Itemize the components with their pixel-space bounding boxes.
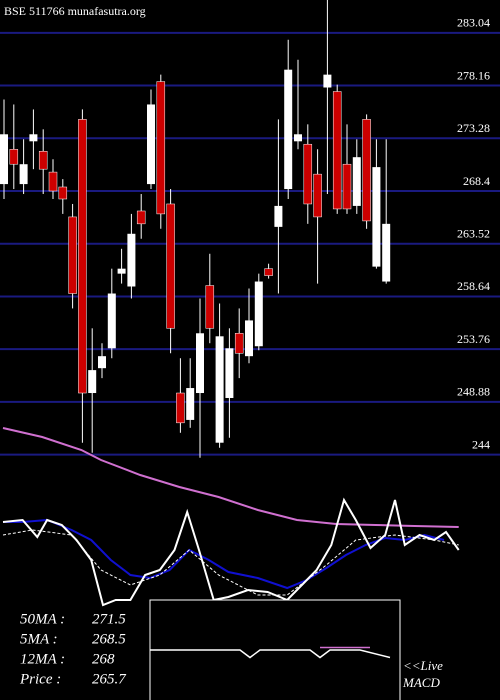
candle-body <box>186 388 195 420</box>
candle-body <box>127 233 136 287</box>
y-tick-label: 258.64 <box>457 279 490 293</box>
candle-body <box>264 268 273 276</box>
chart-title: BSE 511766 munafasutra.org <box>4 4 146 18</box>
candle-body <box>107 293 116 349</box>
macd <box>150 646 391 659</box>
candle-body <box>196 333 204 394</box>
stat-value: 268 <box>92 651 115 667</box>
y-tick-label: 268.4 <box>463 174 490 188</box>
candle-body <box>245 320 253 357</box>
stat-value: 268.5 <box>92 631 126 647</box>
series-line <box>2 497 460 607</box>
series-line <box>2 427 459 528</box>
candle-body <box>68 216 77 294</box>
candle-body <box>342 163 352 210</box>
macd-line <box>150 649 391 659</box>
candle-body <box>352 157 361 206</box>
labels: 283.04 278.16 273.28 268.4 263.52 258.64 253.7… <box>19 16 490 688</box>
candle-body <box>58 186 68 200</box>
candle-body <box>382 223 391 282</box>
series-line <box>3 518 445 590</box>
stat-label: Price : <box>19 671 61 687</box>
indicators <box>2 427 460 607</box>
candle-body <box>9 149 19 165</box>
candle-body <box>48 171 58 192</box>
candle-body <box>323 74 332 88</box>
stat-value: 265.7 <box>92 671 127 687</box>
candle-body <box>136 210 146 225</box>
candle-body <box>332 91 342 210</box>
candle-body <box>19 164 28 185</box>
y-tick-label: 283.04 <box>457 16 490 30</box>
stat-label: 5MA : <box>20 631 58 647</box>
y-tick-label: 263.52 <box>457 226 490 240</box>
candle-body <box>98 356 106 369</box>
candle-body <box>234 333 244 354</box>
candle-body <box>313 173 322 218</box>
series-line <box>2 529 459 596</box>
candle-body <box>205 285 215 329</box>
candle-body <box>156 81 166 215</box>
candle-body <box>303 143 313 205</box>
candle-body <box>166 203 175 329</box>
y-tick-label: 253.76 <box>457 332 490 346</box>
candle-body <box>147 104 155 185</box>
stat-value: 271.5 <box>92 611 126 627</box>
candle-body <box>176 392 185 424</box>
candle-body <box>0 134 8 185</box>
candle-body <box>215 336 224 443</box>
y-tick-label: 278.16 <box>457 68 490 82</box>
candle-body <box>294 134 302 142</box>
candle-body <box>274 205 283 227</box>
y-tick-label: 244 <box>472 437 490 451</box>
candle-body <box>225 348 234 398</box>
candle-body <box>29 134 38 142</box>
candle-body <box>254 281 263 347</box>
candle-body <box>78 119 87 394</box>
y-tick-label: 248.88 <box>457 385 490 399</box>
candle-body <box>88 370 97 394</box>
candle-body <box>284 69 293 190</box>
macd-title: <<Live <box>403 658 443 673</box>
stat-label: 12MA : <box>20 651 65 667</box>
candle-body <box>372 167 381 267</box>
candles <box>0 0 391 458</box>
y-tick-label: 273.28 <box>457 121 490 135</box>
stat-label: 50MA : <box>20 611 65 627</box>
candle-body <box>38 150 48 170</box>
candle-body <box>362 119 371 222</box>
macd-subtitle: MACD <box>402 675 440 690</box>
candle-body <box>117 268 126 274</box>
